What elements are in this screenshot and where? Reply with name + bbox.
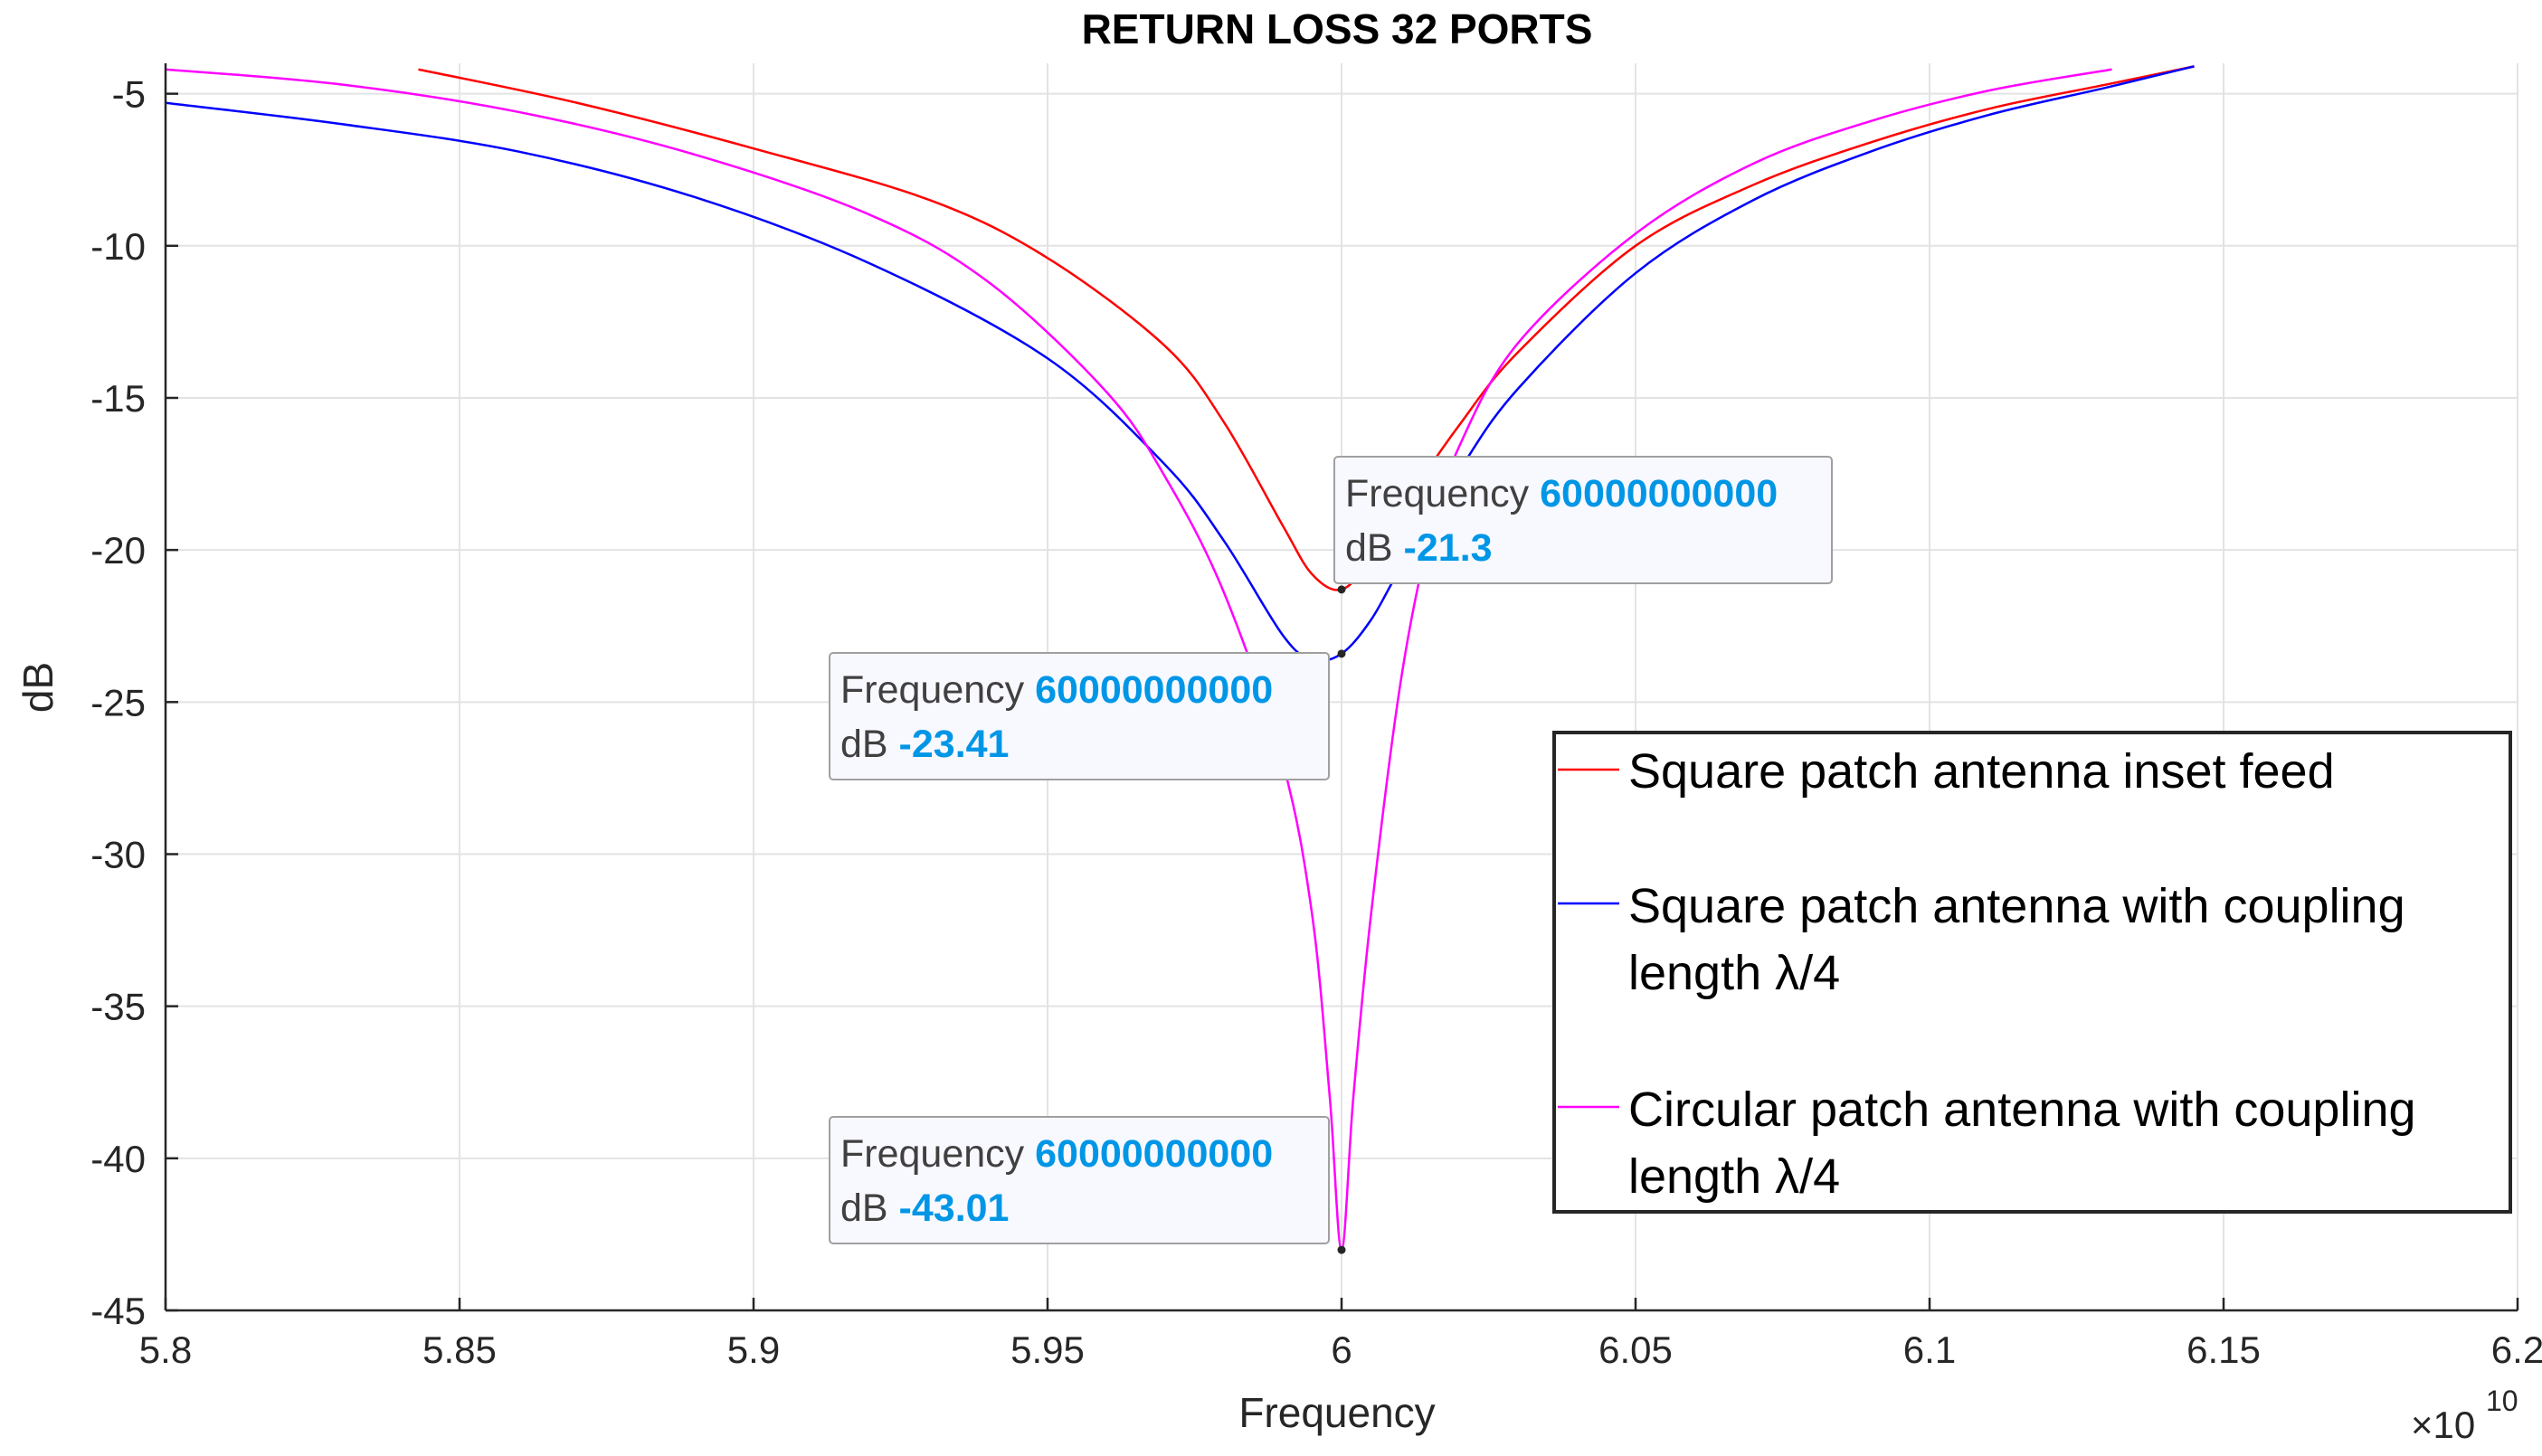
series-line-3 bbox=[166, 68, 2112, 1252]
datatip-y-line: dB -23.41 bbox=[840, 723, 1009, 766]
datatip-box bbox=[1333, 456, 1833, 584]
legend-label-1: Square patch antenna inset feed bbox=[1628, 744, 2335, 799]
legend: Square patch antenna inset feed Square p… bbox=[1552, 731, 2512, 1214]
x-tick-label: 5.9 bbox=[727, 1328, 780, 1371]
y-tick-label: -30 bbox=[90, 833, 146, 875]
series-line-1 bbox=[418, 65, 2195, 591]
series-line-2 bbox=[166, 65, 2195, 662]
datatip-box bbox=[829, 652, 1330, 780]
chart-title: RETURN LOSS 32 PORTS bbox=[1082, 5, 1593, 52]
y-tick-label: -35 bbox=[90, 986, 146, 1028]
y-tick-label: -20 bbox=[90, 529, 146, 572]
legend-box bbox=[1552, 731, 2512, 1214]
datatip-y-line: dB -43.01 bbox=[840, 1187, 1009, 1230]
datatip-x-line: Frequency 60000000000 bbox=[840, 1132, 1273, 1176]
datatip-marker bbox=[1337, 649, 1346, 658]
x-tick-label: 5.85 bbox=[422, 1328, 497, 1371]
x-tick-labels: 5.8 5.85 5.9 5.95 6 6.05 6.1 6.15 6.2 bbox=[139, 1298, 2542, 1371]
legend-label-3: Circular patch antenna with coupling leng… bbox=[1628, 1083, 2416, 1204]
y-tick-labels: -5 -10 -15 -20 -25 -30 -35 -40 -45 bbox=[90, 73, 178, 1332]
x-exponent-power: 10 bbox=[2486, 1385, 2518, 1417]
x-tick-label: 6.15 bbox=[2186, 1328, 2261, 1371]
y-tick-label: -10 bbox=[90, 225, 146, 268]
datatip-3: Frequency 60000000000 dB -43.01 bbox=[829, 1116, 1346, 1254]
x-tick-label: 6.2 bbox=[2491, 1328, 2542, 1371]
y-tick-label: -15 bbox=[90, 377, 146, 420]
y-tick-label: -40 bbox=[90, 1138, 146, 1180]
x-axis-title: Frequency bbox=[1238, 1389, 1435, 1436]
y-tick-label: -5 bbox=[112, 73, 146, 116]
y-axis-title: dB bbox=[14, 662, 62, 713]
legend-label-2: Square patch antenna with coupling length… bbox=[1628, 879, 2405, 1000]
x-tick-label: 6.05 bbox=[1598, 1328, 1673, 1371]
datatip-2: Frequency 60000000000 dB -23.41 bbox=[829, 649, 1346, 780]
datatip-box bbox=[829, 1116, 1330, 1244]
x-tick-label: 6.1 bbox=[1903, 1328, 1956, 1371]
datatip-marker bbox=[1337, 585, 1346, 594]
x-tick-label: 6 bbox=[1331, 1328, 1352, 1371]
x-exponent-base: ×10 bbox=[2411, 1404, 2475, 1446]
x-tick-label: 5.95 bbox=[1010, 1328, 1085, 1371]
datatip-1: Frequency 60000000000 dB -21.3 bbox=[1333, 456, 1833, 594]
x-tick-label: 5.8 bbox=[139, 1328, 192, 1371]
y-tick-label: -25 bbox=[90, 681, 146, 723]
datatip-marker bbox=[1337, 1245, 1346, 1254]
x-exponent-label: ×10 10 bbox=[2411, 1385, 2518, 1446]
y-tick-label: -45 bbox=[90, 1290, 146, 1332]
datatip-y-line: dB -21.3 bbox=[1345, 526, 1493, 570]
datatip-x-line: Frequency 60000000000 bbox=[1345, 472, 1778, 515]
datatip-x-line: Frequency 60000000000 bbox=[840, 668, 1273, 712]
